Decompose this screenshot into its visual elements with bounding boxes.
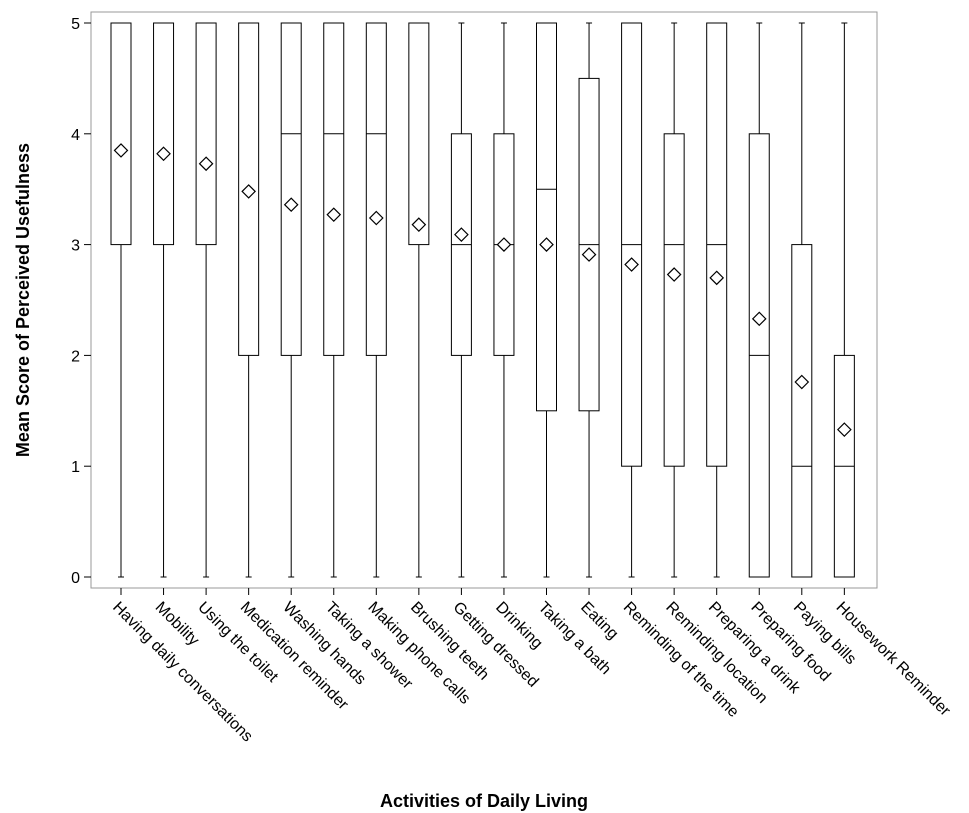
box-11	[536, 22, 557, 578]
mean-marker	[411, 217, 427, 233]
box-6	[323, 22, 345, 578]
box-5	[280, 22, 302, 578]
box-2	[153, 22, 175, 578]
y-axis-title: Mean Score of Perceived Usefulness	[13, 143, 33, 457]
iqr-box	[195, 22, 217, 246]
mean-marker	[794, 374, 810, 390]
mean-marker	[624, 257, 639, 272]
box-9	[450, 22, 472, 578]
mean-marker	[241, 184, 256, 199]
box-10	[493, 22, 515, 578]
mean-marker	[666, 267, 682, 282]
y-tick-label: 3	[71, 238, 80, 255]
box-group	[110, 22, 855, 578]
mean-marker	[198, 156, 214, 172]
iqr-box	[408, 22, 430, 246]
y-tick-label: 0	[71, 570, 80, 587]
y-tick-label: 2	[71, 348, 80, 365]
mean-marker	[156, 146, 171, 162]
box-1	[110, 22, 132, 578]
mean-marker	[326, 207, 342, 223]
box-15	[706, 22, 728, 578]
mean-marker	[368, 210, 384, 226]
iqr-box	[280, 22, 302, 356]
mean-marker	[496, 237, 512, 252]
iqr-box	[365, 22, 387, 356]
iqr-box	[153, 22, 175, 246]
box-17	[791, 22, 813, 578]
box-7	[365, 22, 387, 578]
iqr-box	[791, 244, 813, 578]
iqr-box	[536, 22, 557, 412]
mean-marker	[751, 311, 767, 327]
iqr-box	[323, 22, 345, 356]
y-tick-label: 1	[71, 459, 80, 476]
box-14	[663, 22, 685, 578]
plot-area	[90, 11, 878, 589]
box-8	[408, 22, 430, 578]
mean-marker	[539, 237, 554, 252]
box-4	[238, 22, 260, 578]
mean-marker	[581, 247, 597, 262]
mean-marker	[454, 227, 469, 242]
y-tick-label: 5	[71, 16, 80, 33]
y-tick-label: 4	[71, 127, 80, 144]
mean-marker	[837, 422, 852, 437]
iqr-box	[663, 133, 685, 467]
box-16	[748, 22, 770, 578]
mean-marker	[113, 143, 129, 158]
box-12	[578, 22, 600, 578]
box-3	[195, 22, 217, 578]
iqr-box	[110, 22, 132, 246]
mean-marker	[283, 197, 299, 213]
x-axis: Having daily conversationsMobilityUsing …	[109, 588, 954, 745]
box-18	[833, 22, 855, 578]
y-axis: 0 1 2 3 4 5	[71, 16, 91, 587]
box-13	[621, 22, 643, 578]
mean-marker	[709, 270, 725, 286]
x-axis-title: Activities of Daily Living	[380, 791, 588, 811]
